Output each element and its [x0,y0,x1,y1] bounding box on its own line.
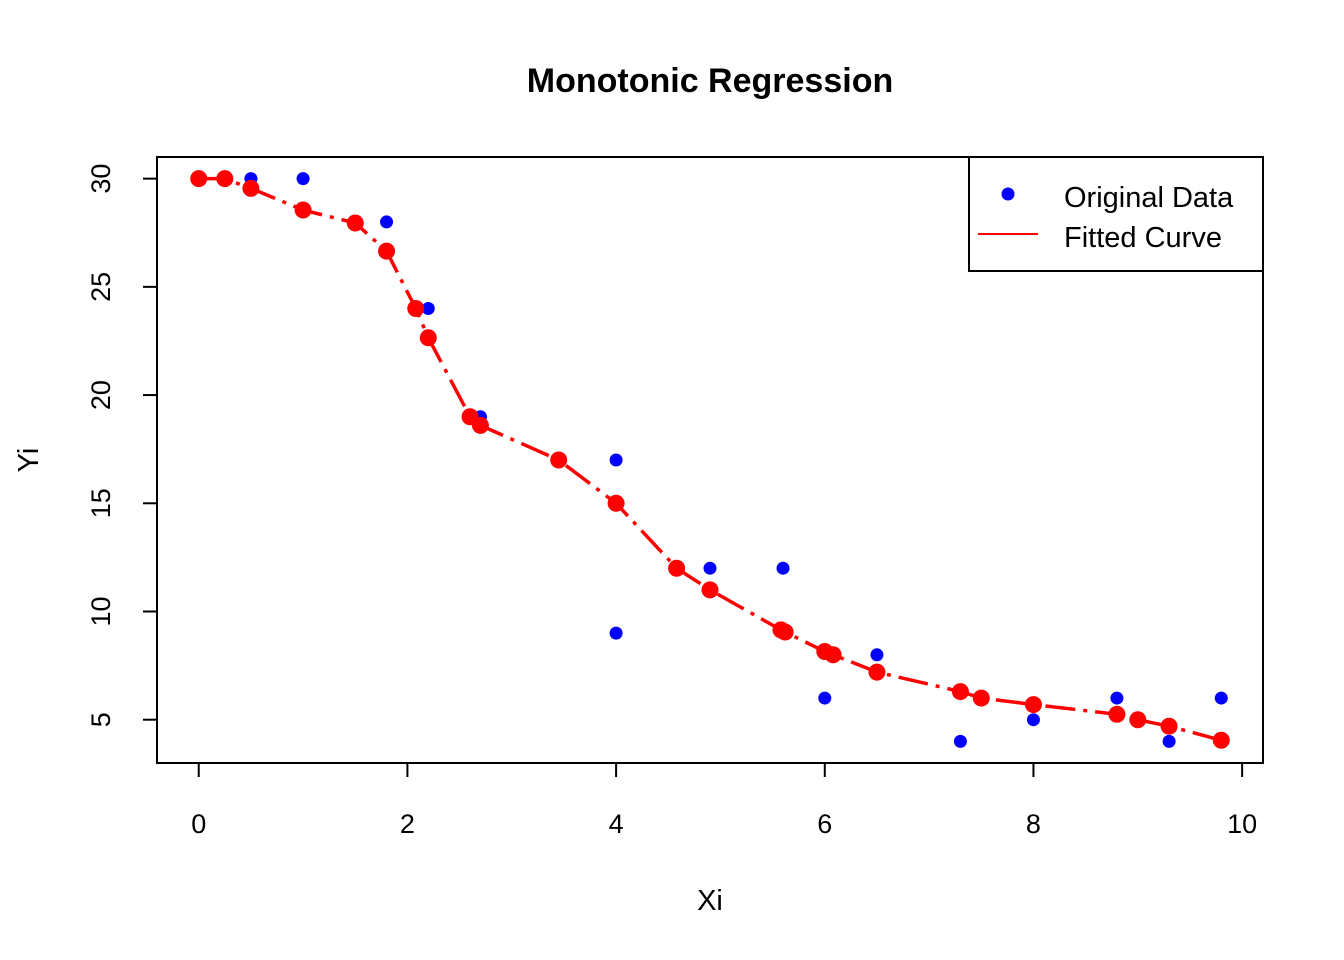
fitted-point [972,689,990,707]
fitted-point [378,242,396,260]
original-data-point [703,561,717,575]
fitted-point [701,581,719,599]
fitted-point [190,170,208,188]
y-axis-label: Yi [13,448,45,473]
fitted-point [294,201,312,219]
x-axis: 0 2 4 6 8 10 [191,762,1257,839]
fitted-point [868,663,886,681]
legend-box [968,156,1264,272]
original-data-point [776,561,790,575]
y-tick-label: 15 [86,488,116,518]
fitted-curve-points [190,170,1230,749]
fitted-point [824,646,842,664]
fitted-point [407,300,425,317]
y-axis: 5 10 15 20 25 30 [86,164,158,727]
x-axis-label: Xi [697,885,723,917]
fitted-point [668,559,686,577]
x-tick-label: 8 [1026,809,1041,839]
fitted-point [951,683,969,701]
original-data-point [1026,713,1040,727]
fitted-point [471,416,489,434]
y-tick-label: 30 [86,164,116,194]
fitted-point [1108,705,1126,723]
legend-original-label: Original Data [1064,182,1234,214]
fitted-point [216,170,234,188]
original-data-point [1162,734,1176,748]
original-data-point [609,626,623,640]
fitted-point [419,329,437,347]
legend: Original Data Fitted Curve [968,156,1264,272]
y-tick-label: 25 [86,272,116,302]
legend-fitted-label: Fitted Curve [1064,222,1222,254]
original-data-point [421,302,435,315]
fitted-point [1129,711,1147,729]
fitted-point [550,451,568,469]
x-tick-label: 10 [1227,809,1257,839]
original-data-point [609,453,623,467]
x-tick-label: 0 [191,809,206,839]
original-data-point [1110,691,1124,705]
original-data-point [953,734,967,748]
fitted-point [346,214,364,232]
y-tick-label: 20 [86,380,116,410]
fitted-point [1024,696,1042,714]
y-tick-label: 10 [86,596,116,626]
original-data-point [380,215,394,229]
x-tick-label: 4 [609,809,624,839]
original-data-point [1214,691,1228,705]
y-tick-label: 5 [86,712,116,727]
fitted-point [1212,731,1230,749]
x-tick-label: 6 [817,809,832,839]
fitted-point [607,494,625,512]
fitted-point [776,623,794,641]
original-data-point [870,648,884,662]
fitted-point [1160,717,1178,735]
original-data-point [296,172,310,186]
fitted-point [242,179,260,197]
legend-original-marker [1001,187,1015,201]
chart-title: Monotonic Regression [527,62,893,100]
original-data-point [818,691,832,705]
x-tick-label: 2 [400,809,415,839]
